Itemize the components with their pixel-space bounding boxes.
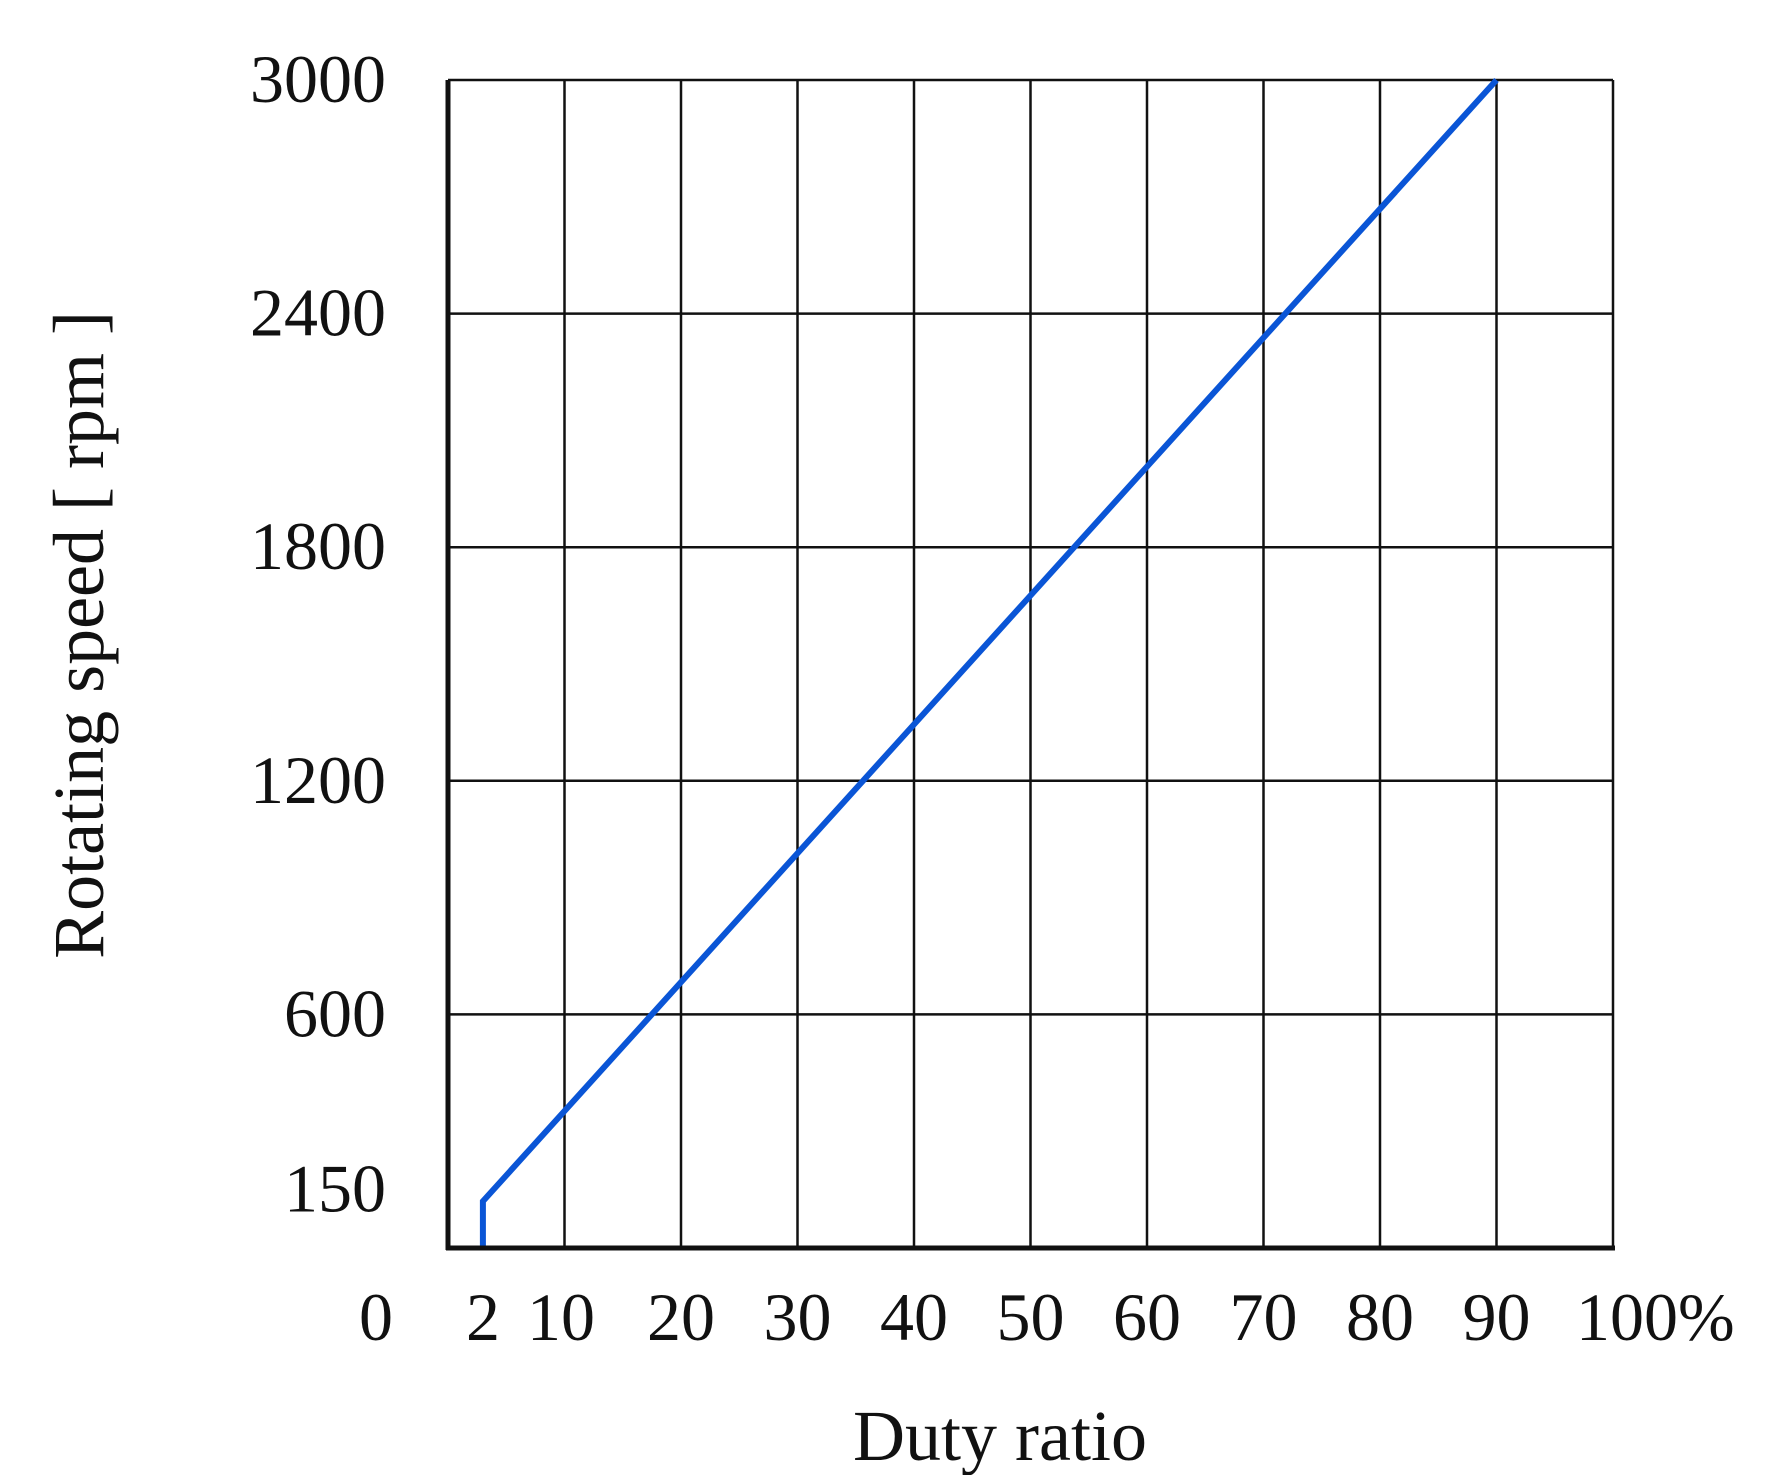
x-tick-label: 0 (359, 1279, 393, 1355)
x-tick-label: 80 (1346, 1279, 1414, 1355)
y-tick-label: 3000 (250, 41, 386, 117)
x-axis-title: Duty ratio (853, 1396, 1147, 1475)
x-tick-label: 2 (466, 1279, 500, 1355)
x-tick-labels: 0 2 10 20 30 40 50 60 70 80 90 100% (359, 1279, 1735, 1355)
x-tick-label: 90 (1463, 1279, 1531, 1355)
x-tick-label: 70 (1230, 1279, 1298, 1355)
x-tick-label: 100% (1576, 1279, 1735, 1355)
y-tick-labels: 150 600 1200 1800 2400 3000 (250, 41, 386, 1227)
y-tick-label: 150 (284, 1151, 386, 1227)
y-axis-title: Rotating speed [ rpm ] (39, 311, 119, 959)
x-tick-label: 20 (647, 1279, 715, 1355)
series-lines (479, 77, 1499, 1248)
y-tick-label: 600 (284, 975, 386, 1051)
y-tick-label: 1800 (250, 508, 386, 584)
x-tick-label: 50 (997, 1279, 1065, 1355)
series-line (479, 77, 1499, 1248)
x-tick-label: 10 (527, 1279, 595, 1355)
x-tick-label: 30 (764, 1279, 832, 1355)
grid-lines (448, 78, 1615, 1248)
x-tick-label: 60 (1113, 1279, 1181, 1355)
x-tick-label: 40 (880, 1279, 948, 1355)
y-tick-label: 1200 (250, 742, 386, 818)
axes (445, 80, 1615, 1251)
y-tick-label: 2400 (250, 275, 386, 351)
